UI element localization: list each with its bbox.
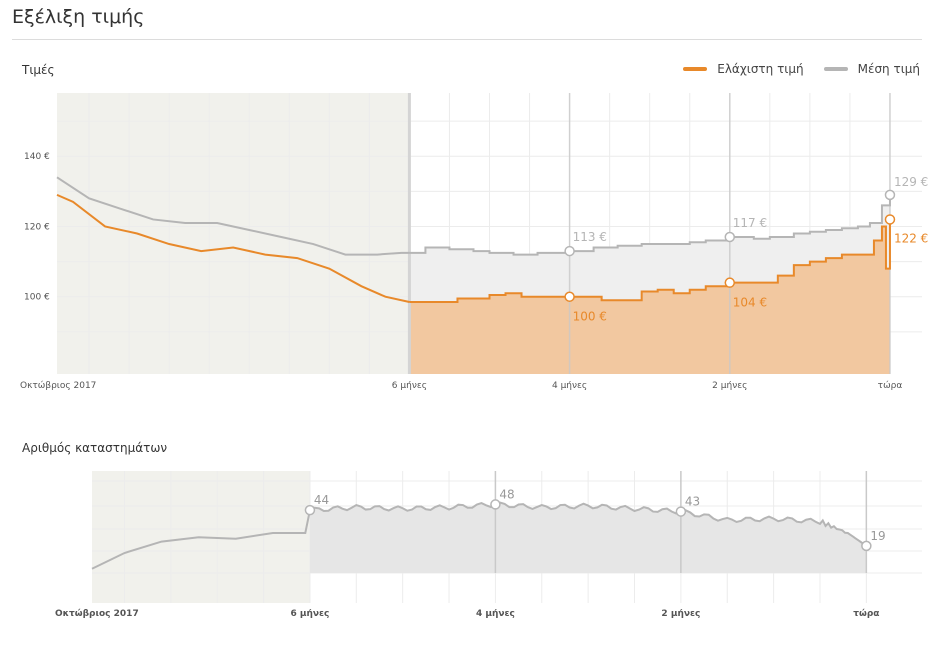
x-tick-label: 6 μήνες	[290, 609, 329, 619]
stores-marker[interactable]	[675, 506, 687, 517]
prices-chart-title: Τιμές	[22, 63, 55, 77]
min-price-line	[409, 219, 891, 303]
price-chart[interactable]: 100 € 120 € 140 € Οκτώβριος 2017 6 μήνες 4 μή…	[0, 85, 928, 395]
avg-price-marker[interactable]	[724, 231, 736, 243]
stores-line	[309, 501, 867, 547]
page-title: Εξέλιξη τιμής	[12, 6, 145, 28]
avg-price-marker[interactable]	[884, 189, 896, 201]
stores-chart-title: Αριθμός καταστημάτων	[22, 441, 168, 455]
min-price-marker[interactable]	[564, 291, 575, 302]
y-tick-label: 100 €	[24, 293, 50, 303]
legend-swatch-min-price	[683, 67, 708, 71]
legend-item-avg-price[interactable]: Μέση τιμή	[823, 62, 920, 76]
x-tick-label: τώρα	[853, 608, 879, 619]
legend-label-avg-price: Μέση τιμή	[857, 62, 920, 76]
y-tick-label: 140 €	[24, 152, 50, 162]
y-tick-label: 120 €	[24, 222, 50, 232]
min-price-label: 104 €	[733, 296, 767, 310]
min-price-marker[interactable]	[724, 277, 736, 288]
stores-label: 44	[314, 493, 329, 507]
avg-price-label: 117 €	[733, 216, 767, 230]
stores-marker[interactable]	[490, 499, 501, 510]
x-tick-label: Οκτώβριος 2017	[55, 608, 139, 619]
stores-marker[interactable]	[861, 540, 872, 552]
min-price-label: 122 €	[894, 231, 928, 245]
legend-item-min-price[interactable]: Ελάχιστη τιμή	[683, 62, 804, 76]
stores-label: 43	[685, 495, 700, 509]
avg-price-history-line	[56, 176, 410, 256]
min-price-area	[409, 219, 890, 374]
x-tick-label: Οκτώβριος 2017	[20, 380, 96, 391]
stores-area	[309, 502, 867, 573]
stores-history-line	[91, 509, 311, 570]
avg-price-label: 129 €	[894, 175, 928, 189]
stores-marker[interactable]	[304, 504, 316, 516]
legend-label-min-price: Ελάχιστη τιμή	[717, 62, 804, 76]
legend-swatch-avg-price	[823, 67, 848, 71]
x-tick-label: 2 μήνες	[661, 609, 700, 619]
x-tick-label: 4 μήνες	[552, 381, 587, 391]
x-tick-label: 6 μήνες	[392, 381, 427, 391]
min-price-marker[interactable]	[884, 214, 896, 225]
history-background	[57, 93, 410, 374]
avg-price-label: 113 €	[573, 230, 607, 244]
x-tick-label: 4 μήνες	[476, 609, 515, 619]
x-tick-label: 2 μήνες	[712, 381, 747, 391]
avg-price-line	[409, 194, 891, 256]
avg-price-area	[409, 194, 890, 302]
stores-chart[interactable]: Οκτώβριος 2017 6 μήνες 4 μήνες 2 μήνες τώρα 4…	[0, 465, 928, 625]
stores-label: 48	[499, 487, 514, 501]
min-price-label: 100 €	[573, 310, 607, 324]
avg-price-marker[interactable]	[564, 245, 575, 257]
prices-legend: Ελάχιστη τιμή Μέση τιμή	[663, 62, 920, 76]
x-tick-label: τώρα	[878, 380, 903, 391]
min-price-history-line	[56, 193, 410, 303]
stores-label: 19	[870, 529, 885, 543]
title-divider	[12, 39, 922, 40]
